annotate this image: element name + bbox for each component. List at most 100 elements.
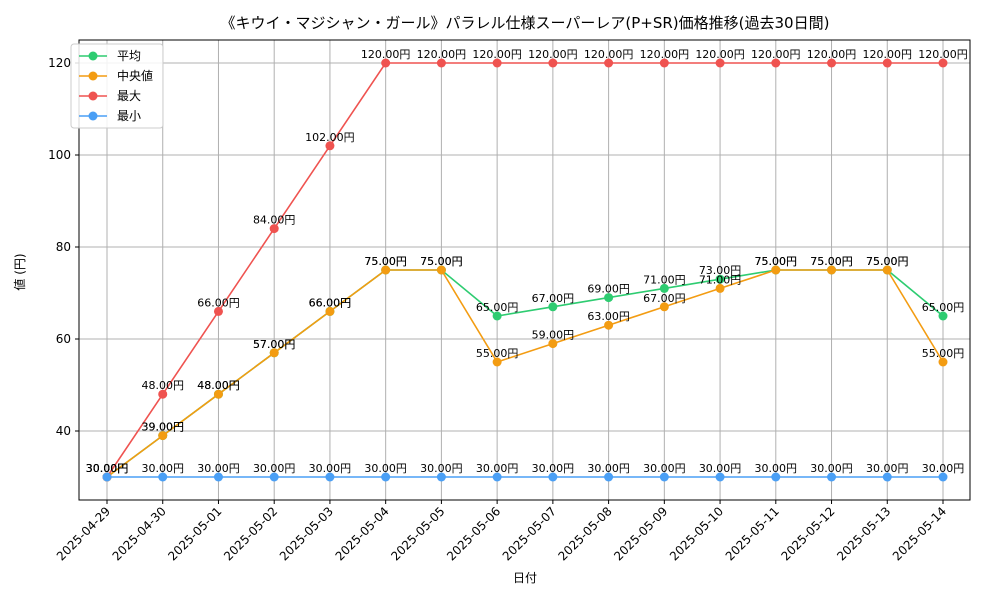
- legend-entry: 平均: [117, 49, 141, 63]
- data-point: [492, 472, 502, 482]
- data-label: 30.00円: [699, 462, 742, 475]
- data-point: [771, 265, 781, 275]
- data-label: 75.00円: [866, 255, 909, 268]
- legend-swatch-marker: [88, 91, 98, 101]
- series-line: [106, 62, 943, 478]
- data-point: [715, 283, 725, 293]
- data-label: 120.00円: [361, 48, 411, 61]
- data-point: [158, 431, 168, 441]
- data-point: [604, 320, 614, 330]
- data-label: 67.00円: [643, 292, 686, 305]
- x-tick-label: 2025-05-11: [723, 504, 782, 563]
- x-tick-label: 2025-05-01: [165, 504, 224, 563]
- x-tick-label: 2025-05-05: [388, 504, 447, 563]
- data-label: 30.00円: [86, 462, 129, 475]
- data-label: 120.00円: [863, 48, 913, 61]
- data-label: 48.00円: [141, 379, 184, 392]
- data-point: [715, 274, 725, 284]
- data-label: 73.00円: [699, 264, 742, 277]
- data-point: [213, 306, 223, 316]
- data-label: 57.00円: [253, 338, 296, 351]
- data-label: 75.00円: [364, 255, 407, 268]
- data-point: [938, 472, 948, 482]
- data-label: 75.00円: [866, 255, 909, 268]
- data-label: 30.00円: [309, 462, 352, 475]
- data-point: [715, 58, 725, 68]
- data-label: 66.00円: [309, 296, 352, 309]
- data-point: [827, 58, 837, 68]
- data-label: 66.00円: [309, 296, 352, 309]
- x-tick-label: 2025-05-02: [221, 504, 280, 563]
- data-point: [325, 141, 335, 151]
- data-point: [102, 472, 112, 482]
- y-tick-label: 80: [56, 240, 71, 254]
- data-label: 75.00円: [420, 255, 463, 268]
- data-point: [659, 58, 669, 68]
- data-point: [548, 58, 558, 68]
- data-label: 75.00円: [755, 255, 798, 268]
- data-point: [604, 293, 614, 303]
- plot-frame: [78, 39, 971, 501]
- series-line: [106, 269, 944, 478]
- data-label: 30.00円: [364, 462, 407, 475]
- data-point: [436, 472, 446, 482]
- x-tick-label: 2025-05-09: [611, 504, 670, 563]
- data-label: 39.00円: [141, 421, 184, 434]
- data-label: 48.00円: [197, 379, 240, 392]
- y-tick-label: 60: [56, 332, 71, 346]
- data-label: 30.00円: [141, 462, 184, 475]
- data-point: [158, 389, 168, 399]
- x-tick-label: 2025-05-12: [778, 504, 837, 563]
- data-point: [269, 472, 279, 482]
- data-label: 30.00円: [810, 462, 853, 475]
- y-tick-label: 100: [48, 148, 71, 162]
- legend-entry: 中央値: [117, 68, 153, 83]
- data-label: 71.00円: [643, 273, 686, 286]
- series-lines: [102, 58, 948, 482]
- x-tick-label: 2025-05-04: [333, 504, 392, 563]
- data-label: 67.00円: [532, 292, 575, 305]
- data-point: [492, 311, 502, 321]
- data-label: 30.00円: [86, 462, 129, 475]
- data-point: [325, 472, 335, 482]
- data-label: 30.00円: [197, 462, 240, 475]
- data-point: [381, 472, 391, 482]
- data-point: [882, 265, 892, 275]
- data-label: 120.00円: [640, 48, 690, 61]
- data-point: [492, 58, 502, 68]
- data-point: [158, 472, 168, 482]
- data-label: 75.00円: [364, 255, 407, 268]
- data-label: 57.00円: [253, 338, 296, 351]
- data-label: 120.00円: [528, 48, 578, 61]
- data-label: 120.00円: [807, 48, 857, 61]
- data-label: 30.00円: [476, 462, 519, 475]
- x-axis-label: 日付: [513, 571, 537, 585]
- data-point: [269, 348, 279, 358]
- data-point: [604, 58, 614, 68]
- data-point: [659, 472, 669, 482]
- x-tick-label: 2025-05-03: [277, 504, 336, 563]
- data-label: 30.00円: [866, 462, 909, 475]
- x-tick-label: 2025-05-13: [834, 504, 893, 563]
- x-tick-label: 2025-04-29: [54, 504, 113, 563]
- data-label: 30.00円: [532, 462, 575, 475]
- y-axis-ticks: 40 60 80 100 120: [48, 56, 79, 438]
- data-label: 30.00円: [643, 462, 686, 475]
- data-point: [938, 311, 948, 321]
- data-label: 39.00円: [141, 421, 184, 434]
- x-tick-label: 2025-04-30: [110, 504, 169, 563]
- y-tick-label: 40: [56, 424, 71, 438]
- data-point: [548, 339, 558, 349]
- x-tick-label: 2025-05-14: [890, 504, 949, 563]
- data-point: [659, 283, 669, 293]
- data-point: [436, 58, 446, 68]
- data-point: [548, 302, 558, 312]
- data-point: [827, 265, 837, 275]
- y-axis-label: 値 (円): [12, 253, 27, 290]
- data-label: 66.00円: [197, 296, 240, 309]
- data-label: 120.00円: [472, 48, 522, 61]
- data-label: 120.00円: [751, 48, 801, 61]
- data-label: 102.00円: [305, 131, 355, 144]
- data-point: [436, 265, 446, 275]
